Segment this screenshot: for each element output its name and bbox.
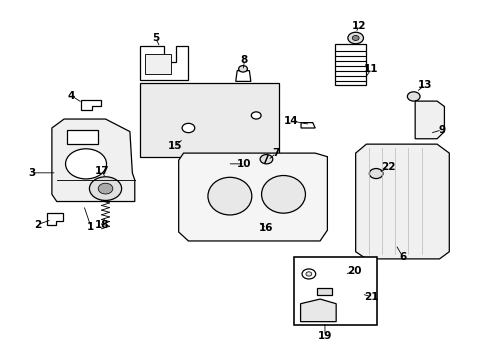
Circle shape <box>98 183 113 194</box>
Text: 18: 18 <box>95 220 109 230</box>
Polygon shape <box>300 299 335 321</box>
Circle shape <box>347 32 363 44</box>
Polygon shape <box>81 100 101 110</box>
Text: 20: 20 <box>346 266 361 276</box>
Text: 14: 14 <box>283 116 298 126</box>
Bar <box>66 130 98 144</box>
Polygon shape <box>52 119 135 202</box>
Ellipse shape <box>207 177 251 215</box>
Text: 1: 1 <box>87 222 94 231</box>
Ellipse shape <box>261 176 305 213</box>
Text: 3: 3 <box>29 168 36 178</box>
Circle shape <box>65 149 106 179</box>
Text: 10: 10 <box>237 159 251 169</box>
Polygon shape <box>355 144 448 259</box>
Polygon shape <box>178 153 327 241</box>
Text: 2: 2 <box>34 220 41 230</box>
Text: 21: 21 <box>363 292 378 302</box>
Text: 6: 6 <box>399 252 406 262</box>
Circle shape <box>368 168 382 179</box>
Text: 15: 15 <box>167 141 182 151</box>
Polygon shape <box>47 213 63 225</box>
Polygon shape <box>235 71 250 81</box>
Text: 12: 12 <box>351 21 366 31</box>
Text: 8: 8 <box>241 55 247 65</box>
Bar <box>316 288 331 296</box>
Circle shape <box>238 66 247 72</box>
Bar <box>207 159 228 167</box>
Bar <box>144 54 171 74</box>
Bar <box>140 83 278 157</box>
Polygon shape <box>301 123 315 128</box>
Text: 7: 7 <box>272 148 279 158</box>
Circle shape <box>351 36 358 41</box>
Text: 11: 11 <box>363 64 378 74</box>
Bar <box>334 44 366 85</box>
Text: 22: 22 <box>380 162 395 172</box>
Text: 19: 19 <box>317 331 331 341</box>
Polygon shape <box>140 45 188 80</box>
Bar <box>294 257 376 325</box>
Text: 5: 5 <box>152 33 159 43</box>
Text: 17: 17 <box>95 166 109 176</box>
Circle shape <box>251 112 261 119</box>
Circle shape <box>407 92 419 101</box>
Circle shape <box>89 177 122 201</box>
Circle shape <box>260 154 272 164</box>
Polygon shape <box>414 101 444 139</box>
Text: 9: 9 <box>438 125 445 135</box>
Text: 4: 4 <box>67 91 75 101</box>
Text: 16: 16 <box>259 224 273 233</box>
Circle shape <box>305 272 311 276</box>
Text: 13: 13 <box>417 80 431 90</box>
Circle shape <box>182 123 194 133</box>
